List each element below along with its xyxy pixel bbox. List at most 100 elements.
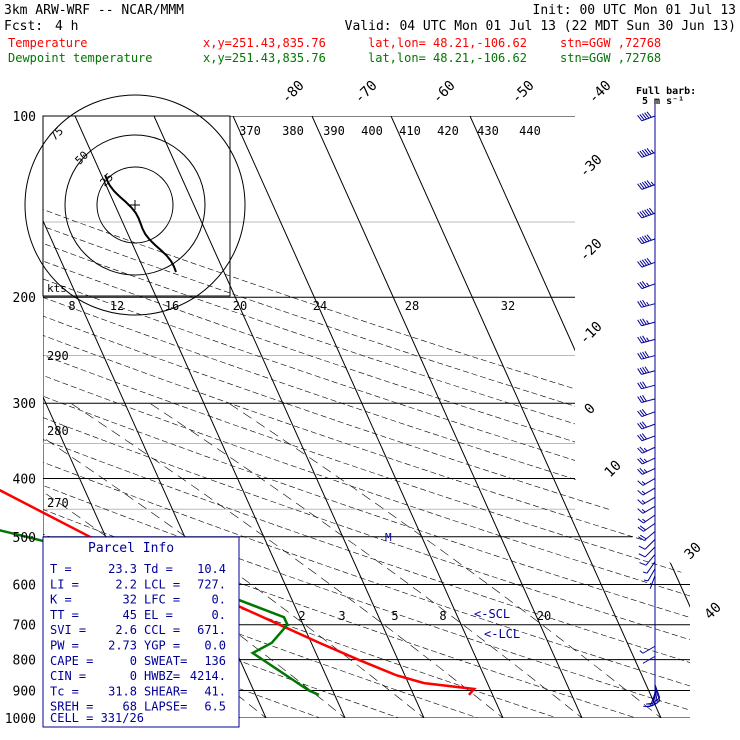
wind-barb-flag — [638, 545, 646, 550]
parcel-cell-value: 2.2 — [115, 577, 137, 591]
wind-barb-flag — [641, 281, 647, 288]
wind-barb-flag — [641, 113, 647, 120]
barb-legend-title: Full barb: — [636, 86, 696, 97]
wind-barb — [637, 505, 656, 514]
isotherm-label: 10 — [602, 458, 625, 481]
wind-barb-flag — [639, 467, 645, 474]
mixing-ratio-label: 3 — [338, 609, 345, 623]
wind-barb — [643, 693, 656, 707]
isotherm-label: -30 — [577, 152, 606, 181]
dewpoint-legend: Dewpoint temperature — [8, 51, 153, 65]
wind-barb-flag — [650, 149, 655, 154]
wind-barb-flag — [637, 212, 643, 219]
wind-barb-staff — [642, 645, 656, 654]
isotherm-label: 40 — [702, 600, 725, 623]
moist-adiabat — [149, 402, 598, 718]
wind-barb-staff — [649, 575, 656, 589]
wind-barb — [637, 514, 656, 524]
parcel-cell-value: CCL = — [144, 623, 180, 637]
wind-barb-flag — [639, 525, 646, 531]
pressure-label: 900 — [13, 684, 36, 699]
wind-barb-flag — [639, 434, 645, 441]
wind-barb-flag — [637, 282, 643, 289]
parcel-cell-value: 0. — [212, 593, 226, 607]
parcel-cell-value: CIN = — [50, 669, 86, 683]
wind-barb-flag — [639, 150, 645, 157]
mixing-ratio-label: 20 — [537, 609, 551, 623]
wind-barb-flag — [641, 481, 646, 485]
hodograph-trace — [104, 174, 177, 273]
valid-time: Valid: 04 UTC Mon 01 Jul 13 (22 MDT Sun … — [345, 19, 736, 34]
wind-barb — [638, 539, 656, 550]
wind-barb — [637, 111, 656, 122]
isotherm-label: -40 — [586, 78, 615, 107]
parcel-cell-value: LFC = — [144, 593, 180, 607]
wind-barb-flag — [644, 366, 650, 373]
wind-barb-flag — [637, 353, 642, 360]
wind-barb — [637, 395, 656, 403]
wind-barb-flag — [646, 320, 650, 325]
wind-barb — [637, 487, 656, 496]
wind-barb-flag — [640, 534, 647, 540]
wind-barb-flag — [642, 299, 647, 307]
wind-barb-flag — [639, 236, 645, 244]
wind-barb — [637, 446, 656, 454]
parcel-cell-value: LI = — [50, 577, 79, 591]
wind-barb — [637, 281, 656, 290]
wind-barb-flag — [646, 234, 652, 241]
hodograph-ring-label-50: 50 — [73, 149, 92, 168]
parcel-cell-value: 0 — [130, 669, 137, 683]
wind-barb-flag — [639, 422, 645, 429]
wind-barb-staff — [644, 539, 656, 550]
parcel-cell-value: 31.8 — [108, 684, 137, 698]
parcel-cell-value: EL = — [144, 608, 173, 622]
dewpoint-station: stn=GGW ,72768 — [560, 51, 661, 65]
wind-barb-flag — [641, 210, 647, 217]
parcel-cell-value: Td = — [144, 562, 173, 576]
wind-barb-flag — [637, 396, 642, 403]
pressure-label: 800 — [13, 654, 36, 669]
speed-label: 24 — [313, 299, 327, 313]
parcel-rows: T = 23.3 Td = 10.4 LI = 2.2 LCL = 727. K = 32 LFC … — [50, 562, 226, 714]
parcel-cell-value: HWBZ= — [144, 669, 180, 683]
dewpoint-xy: x,y=251.43,835.76 — [203, 51, 326, 65]
wind-barb-staff — [646, 561, 656, 574]
wind-barb-staff — [644, 546, 656, 558]
wind-barb-flag — [637, 468, 643, 475]
moist-adiabat — [43, 402, 440, 718]
wind-barb-flag — [641, 490, 646, 495]
isotherm-label: -50 — [509, 78, 538, 107]
wind-barb-flag — [650, 181, 655, 186]
wind-barb — [637, 351, 656, 360]
isotherm-label: -10 — [577, 319, 606, 348]
isotherm-label: -20 — [577, 236, 606, 265]
speed-label: 32 — [501, 299, 515, 313]
wind-barb — [642, 561, 656, 574]
wind-barb-flag — [639, 650, 644, 654]
parcel-cell-value: 0. — [212, 608, 226, 622]
wind-barb-flag — [639, 562, 647, 566]
temperature-latlon: lat,lon= 48.21,-106.62 — [368, 36, 527, 50]
parcel-cell-value: K = — [50, 593, 72, 607]
wind-barb-flag — [639, 382, 645, 389]
pressure-label: 600 — [13, 578, 36, 593]
wind-barb-flag — [646, 282, 650, 287]
dry-adiabat — [43, 116, 436, 718]
dry-adiabat — [43, 116, 690, 718]
barb-legend-value: 5 m s⁻¹ — [642, 96, 684, 107]
wind-barb-flag — [637, 526, 644, 532]
parcel-cell-value: PW = — [50, 639, 79, 653]
wind-barb-flag — [642, 381, 647, 388]
wind-barb-flag — [641, 236, 647, 243]
wind-barb — [637, 478, 656, 486]
wind-barb-flag — [641, 421, 647, 428]
wind-barb-flag — [637, 518, 644, 524]
parcel-cell-value: 0.0 — [204, 639, 226, 653]
mid-marker: M — [385, 531, 392, 544]
wind-barb — [637, 496, 656, 505]
pressure-label: 700 — [13, 619, 36, 634]
parcel-cell-value: 68 — [123, 700, 137, 714]
wind-barb — [638, 531, 656, 541]
